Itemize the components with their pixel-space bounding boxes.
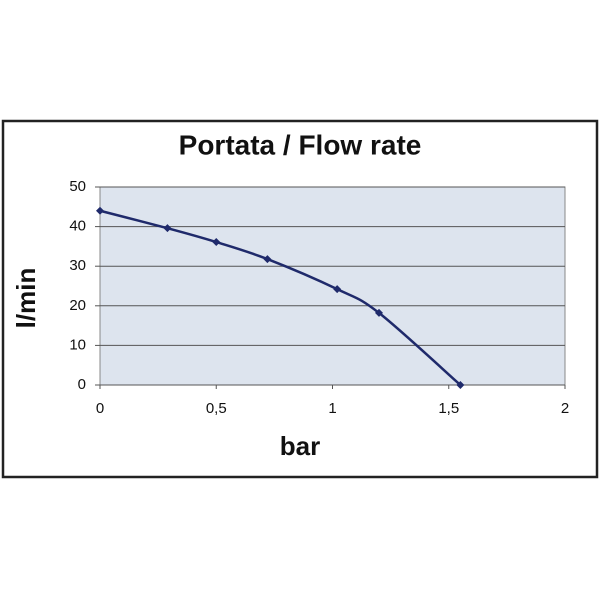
x-tick-label: 1 bbox=[328, 400, 336, 417]
marker bbox=[212, 238, 221, 247]
chart-title: Portata / Flow rate bbox=[179, 129, 422, 160]
x-axis-label: bar bbox=[280, 431, 320, 461]
y-tick-label: 50 bbox=[69, 178, 86, 195]
x-tick-label: 2 bbox=[561, 400, 569, 417]
x-tick-label: 0 bbox=[96, 400, 104, 417]
marker bbox=[375, 308, 383, 317]
marker bbox=[263, 255, 272, 264]
frame bbox=[1, 119, 599, 479]
x-tick-label: 1,5 bbox=[438, 400, 459, 417]
marker bbox=[163, 224, 172, 233]
x-tick-label: 0,5 bbox=[206, 400, 227, 417]
marker bbox=[96, 206, 104, 215]
marker bbox=[333, 285, 342, 294]
y-tick-label: 40 bbox=[69, 218, 86, 235]
y-tick-label: 10 bbox=[69, 336, 86, 353]
y-tick-label: 20 bbox=[69, 297, 86, 314]
marker bbox=[456, 381, 465, 389]
y-tick-label: 0 bbox=[78, 376, 86, 393]
y-tick-label: 30 bbox=[69, 257, 86, 274]
y-axis-label: l/min bbox=[11, 268, 41, 329]
